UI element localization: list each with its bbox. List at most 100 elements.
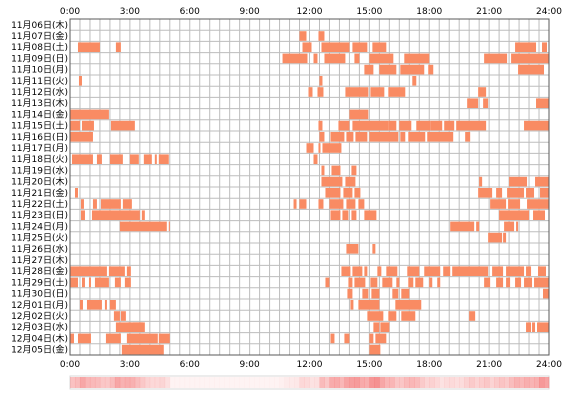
summary-cell	[434, 377, 440, 388]
activity-mark	[321, 42, 350, 52]
summary-cell	[399, 377, 405, 388]
activity-mark	[538, 266, 547, 276]
activity-mark	[352, 120, 389, 131]
activity-mark	[511, 53, 549, 64]
activity-mark	[94, 277, 109, 288]
activity-mark	[346, 244, 359, 254]
x-tick-label-bottom: 12:00	[297, 360, 323, 370]
x-tick-label-top: 12:00	[297, 7, 323, 17]
activity-mark	[119, 221, 167, 232]
summary-cell	[509, 377, 515, 388]
x-tick-label-top: 18:00	[416, 7, 442, 17]
activity-mark	[536, 98, 549, 108]
activity-mark	[338, 120, 350, 131]
activity-mark	[350, 300, 354, 310]
activity-mark	[105, 333, 121, 344]
activity-mark	[392, 288, 399, 299]
activity-mark	[115, 42, 121, 52]
activity-mark	[126, 333, 158, 344]
activity-mark	[71, 154, 93, 164]
x-tick-label-bottom: 9:00	[240, 360, 260, 370]
activity-mark	[299, 199, 307, 209]
activity-mark	[330, 210, 341, 220]
activity-mark	[318, 143, 321, 153]
row-label: 11月13日(木)	[11, 97, 68, 109]
x-tick-label-top: 3:00	[120, 7, 140, 17]
summary-cell	[529, 377, 535, 388]
activity-mark	[330, 333, 335, 344]
row-label: 11月09日(日)	[11, 53, 68, 64]
activity-mark	[109, 300, 116, 310]
activity-mark	[429, 277, 433, 288]
summary-cell	[274, 377, 280, 388]
activity-mark	[364, 64, 374, 75]
summary-bar	[69, 375, 550, 390]
activity-mark	[369, 333, 374, 344]
activity-mark	[126, 266, 131, 276]
summary-cell	[269, 377, 275, 388]
activity-mark	[127, 322, 131, 332]
activity-mark	[499, 210, 530, 220]
activity-mark	[496, 188, 503, 198]
activity-mark	[408, 277, 414, 288]
activity-mark	[450, 221, 475, 232]
summary-cell	[474, 377, 480, 388]
activity-mark	[395, 300, 422, 310]
row-label: 11月16日(日)	[11, 132, 68, 143]
row-label: 11月23日(日)	[11, 210, 68, 221]
activity-mark	[354, 277, 366, 288]
activity-mark	[542, 42, 548, 52]
activity-mark	[388, 87, 406, 97]
activity-mark	[533, 210, 546, 220]
summary-cell	[479, 377, 485, 388]
activity-mark	[516, 221, 519, 232]
activity-mark	[476, 221, 480, 232]
summary-cell	[164, 377, 171, 388]
summary-cell	[254, 377, 260, 388]
activity-mark	[424, 266, 441, 276]
activity-mark	[380, 322, 390, 332]
summary-cell	[234, 377, 240, 388]
activity-mark	[518, 64, 545, 75]
activity-mark	[113, 311, 120, 321]
summary-cell	[534, 377, 540, 388]
activity-mark	[537, 322, 549, 332]
activity-mark	[427, 132, 454, 142]
summary-cell	[299, 377, 305, 388]
activity-mark	[330, 132, 345, 142]
summary-cell	[179, 377, 186, 388]
summary-cell	[224, 377, 230, 388]
activity-mark	[396, 277, 400, 288]
activity-mark	[122, 199, 132, 209]
x-tick-label-bottom: 3:00	[120, 360, 140, 370]
activity-mark	[306, 143, 314, 153]
summary-cell	[184, 377, 191, 388]
activity-mark	[341, 266, 351, 276]
summary-cell	[209, 377, 215, 388]
row-labels: 11月06日(木)11月07日(金)11月08日(土)11月09日(日)11月1…	[11, 19, 68, 356]
summary-cell	[424, 377, 430, 388]
summary-cell	[304, 377, 310, 388]
summary-cell	[359, 377, 365, 388]
activity-mark	[504, 221, 515, 232]
activity-mark	[293, 199, 297, 209]
activity-mark	[443, 266, 451, 276]
row-label: 11月14日(金)	[11, 108, 68, 120]
activity-mark	[345, 176, 356, 187]
activity-mark	[540, 188, 549, 198]
row-label: 11月12日(水)	[11, 86, 68, 98]
activity-mark	[88, 277, 91, 288]
summary-cell	[449, 377, 455, 388]
activity-mark	[508, 199, 521, 209]
activity-mark	[401, 288, 410, 299]
activity-mark	[318, 199, 324, 209]
activity-mark	[484, 277, 491, 288]
summary-cell	[354, 377, 360, 388]
summary-cell	[389, 377, 395, 388]
row-label: 11月21日(金)	[11, 187, 68, 199]
activity-mark	[100, 199, 121, 209]
activity-mark	[375, 333, 387, 344]
x-tick-label-top: 24:00	[536, 7, 562, 17]
x-tick-label-top: 9:00	[240, 7, 260, 17]
summary-cell	[119, 377, 126, 388]
